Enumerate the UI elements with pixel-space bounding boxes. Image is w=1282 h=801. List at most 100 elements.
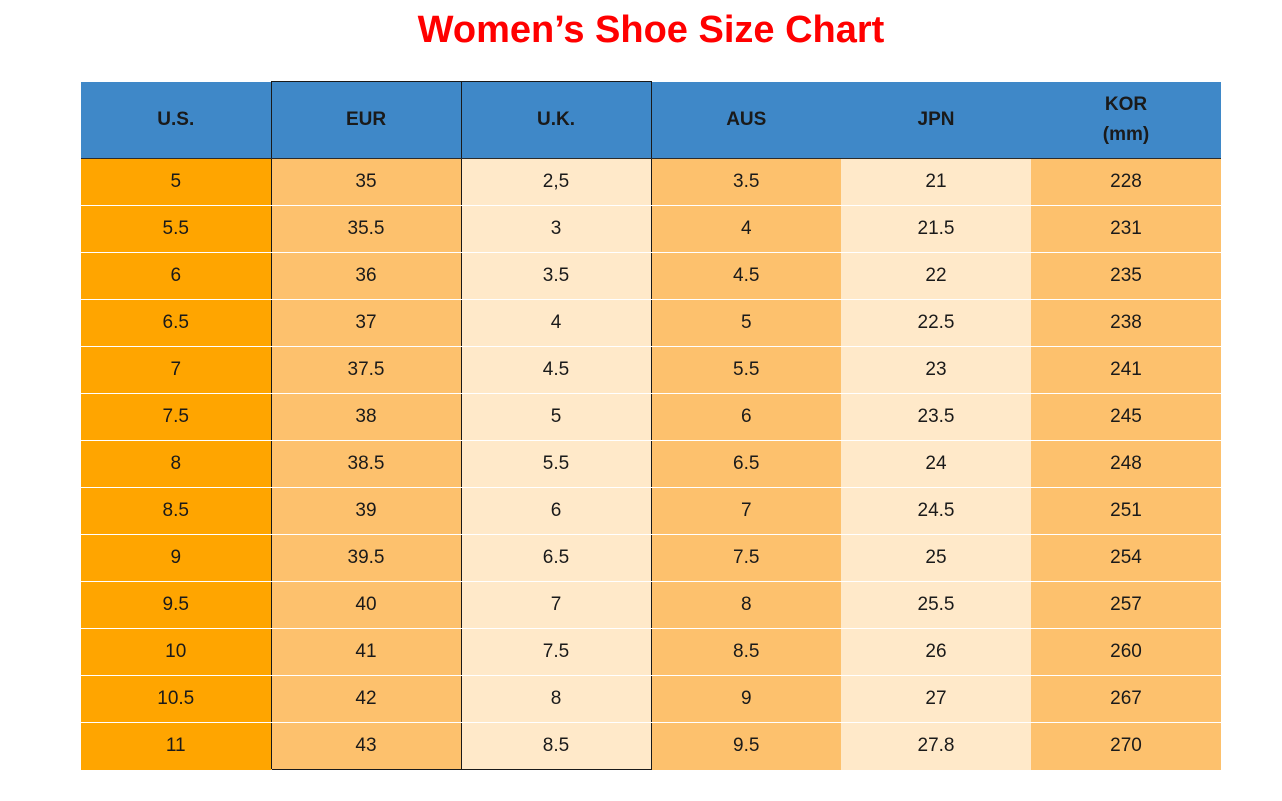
size-chart-table: U.S. EUR U.K. AUS JPN KOR (mm) 5 35 2,5 3.5… [81,81,1221,770]
cell-kor: 228 [1031,158,1221,206]
cell-us: 11 [81,722,271,770]
cell-eur: 37.5 [270,346,462,394]
cell-uk: 4.5 [460,346,652,394]
cell-uk: 6.5 [460,534,652,582]
header-kor-unit: (mm) [1102,123,1150,145]
header-aus: AUS [650,81,841,159]
cell-kor: 267 [1031,675,1221,723]
cell-kor: 231 [1031,205,1221,253]
cell-us: 7 [81,346,271,394]
cell-kor: 260 [1031,628,1221,676]
cell-aus: 8 [650,581,841,629]
table-row: 10.5 42 8 9 27 267 [81,675,1221,723]
cell-kor: 248 [1031,440,1221,488]
cell-aus: 9.5 [650,722,841,770]
cell-kor: 241 [1031,346,1221,394]
cell-us: 6 [81,252,271,300]
header-eur: EUR [270,81,462,159]
cell-aus: 3.5 [650,158,841,206]
cell-eur: 41 [270,628,462,676]
cell-jpn: 21 [841,158,1031,206]
cell-aus: 7.5 [650,534,841,582]
cell-eur: 36 [270,252,462,300]
header-us: U.S. [81,81,271,159]
cell-jpn: 25.5 [841,581,1031,629]
cell-uk: 8.5 [460,722,652,770]
cell-aus: 4 [650,205,841,253]
cell-eur: 37 [270,299,462,347]
cell-kor: 270 [1031,722,1221,770]
cell-uk: 2,5 [460,158,652,206]
cell-jpn: 25 [841,534,1031,582]
cell-us: 9 [81,534,271,582]
table-body: 5 35 2,5 3.5 21 228 5.5 35.5 3 4 21.5 231 6 36 3.5 4.5 2… [81,158,1221,770]
table-row: 8 38.5 5.5 6.5 24 248 [81,440,1221,488]
cell-uk: 6 [460,487,652,535]
header-jpn: JPN [841,81,1031,159]
cell-jpn: 24.5 [841,487,1031,535]
cell-jpn: 27 [841,675,1031,723]
header-uk: U.K. [460,81,652,159]
cell-eur: 35 [270,158,462,206]
table-row: 10 41 7.5 8.5 26 260 [81,628,1221,676]
table-row: 5 35 2,5 3.5 21 228 [81,158,1221,206]
cell-uk: 5.5 [460,440,652,488]
cell-eur: 40 [270,581,462,629]
cell-jpn: 21.5 [841,205,1031,253]
table-row: 6.5 37 4 5 22.5 238 [81,299,1221,347]
table-row: 11 43 8.5 9.5 27.8 270 [81,722,1221,770]
cell-uk: 4 [460,299,652,347]
header-row: U.S. EUR U.K. AUS JPN KOR (mm) [81,81,1221,159]
header-kor: KOR (mm) [1031,81,1221,159]
header-kor-label: KOR [1104,93,1148,115]
cell-aus: 8.5 [650,628,841,676]
table-row: 8.5 39 6 7 24.5 251 [81,487,1221,535]
cell-us: 8.5 [81,487,271,535]
cell-us: 5 [81,158,271,206]
cell-uk: 3.5 [460,252,652,300]
cell-us: 5.5 [81,205,271,253]
table-row: 7 37.5 4.5 5.5 23 241 [81,346,1221,394]
cell-kor: 238 [1031,299,1221,347]
cell-us: 7.5 [81,393,271,441]
cell-eur: 39 [270,487,462,535]
cell-eur: 42 [270,675,462,723]
cell-aus: 5 [650,299,841,347]
cell-jpn: 23.5 [841,393,1031,441]
cell-jpn: 23 [841,346,1031,394]
cell-aus: 9 [650,675,841,723]
table-row: 9.5 40 7 8 25.5 257 [81,581,1221,629]
cell-jpn: 26 [841,628,1031,676]
cell-uk: 3 [460,205,652,253]
cell-kor: 235 [1031,252,1221,300]
cell-eur: 38 [270,393,462,441]
cell-us: 6.5 [81,299,271,347]
cell-jpn: 22.5 [841,299,1031,347]
cell-eur: 38.5 [270,440,462,488]
cell-uk: 8 [460,675,652,723]
table-row: 9 39.5 6.5 7.5 25 254 [81,534,1221,582]
cell-aus: 6.5 [650,440,841,488]
cell-jpn: 27.8 [841,722,1031,770]
cell-eur: 39.5 [270,534,462,582]
cell-kor: 254 [1031,534,1221,582]
cell-us: 10.5 [81,675,271,723]
cell-kor: 257 [1031,581,1221,629]
cell-kor: 245 [1031,393,1221,441]
cell-aus: 5.5 [650,346,841,394]
cell-kor: 251 [1031,487,1221,535]
cell-aus: 7 [650,487,841,535]
cell-uk: 7.5 [460,628,652,676]
table-row: 5.5 35.5 3 4 21.5 231 [81,205,1221,253]
cell-eur: 43 [270,722,462,770]
cell-us: 8 [81,440,271,488]
table-row: 7.5 38 5 6 23.5 245 [81,393,1221,441]
table-row: 6 36 3.5 4.5 22 235 [81,252,1221,300]
cell-eur: 35.5 [270,205,462,253]
cell-jpn: 22 [841,252,1031,300]
cell-aus: 4.5 [650,252,841,300]
cell-aus: 6 [650,393,841,441]
cell-uk: 5 [460,393,652,441]
cell-us: 9.5 [81,581,271,629]
cell-jpn: 24 [841,440,1031,488]
